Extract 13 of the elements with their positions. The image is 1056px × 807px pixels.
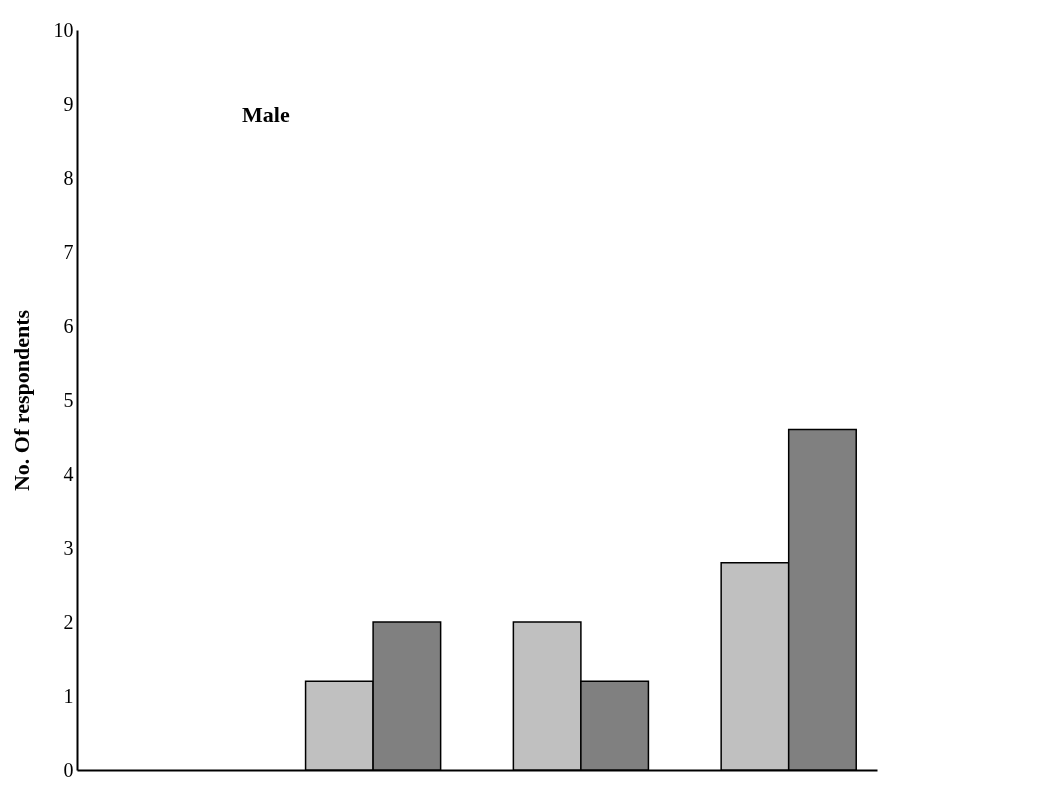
y-tick-label: 3 [63, 536, 74, 559]
y-tick-label: 7 [63, 240, 74, 263]
y-tick-label: 4 [63, 462, 74, 485]
y-axis-title: No. Of respondents [8, 309, 34, 492]
annotation: Male [242, 102, 290, 127]
y-tick-label: 8 [63, 166, 74, 189]
y-tick-label: 10 [53, 18, 74, 41]
y-tick-label: 5 [63, 388, 74, 411]
y-tick-label: 1 [63, 684, 74, 707]
y-tick-label: 6 [63, 314, 74, 337]
y-tick-label: 2 [63, 610, 74, 633]
y-tick-label: 0 [63, 758, 74, 781]
y-tick-label: 9 [63, 92, 74, 115]
